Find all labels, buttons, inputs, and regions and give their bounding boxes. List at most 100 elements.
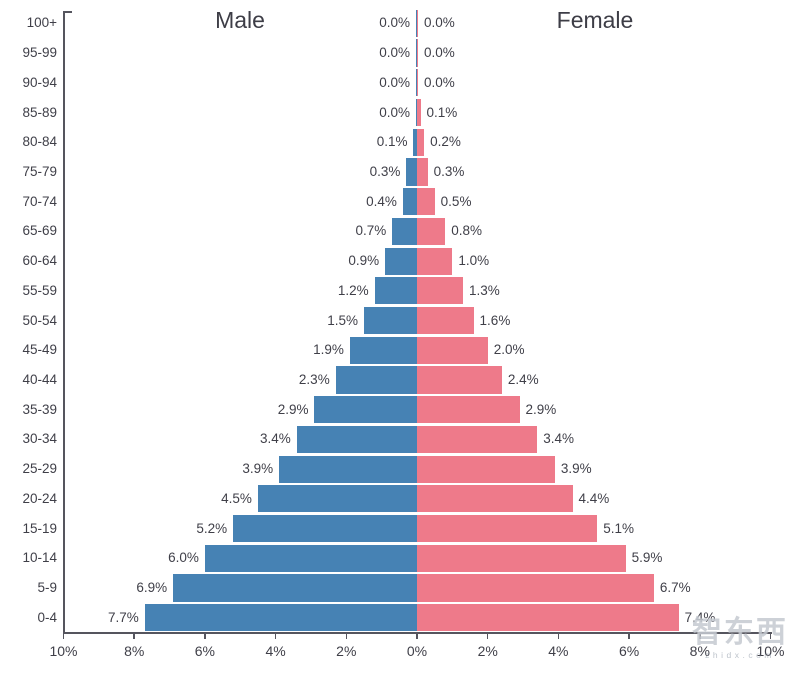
male-bar <box>233 515 417 543</box>
female-value-label: 3.9% <box>560 461 592 477</box>
female-bar <box>417 604 679 632</box>
age-group-label: 100+ <box>26 15 57 31</box>
age-group-label: 25-29 <box>22 461 57 477</box>
female-bar <box>417 158 428 186</box>
age-group-label: 45-49 <box>22 342 57 358</box>
female-bar <box>417 217 446 245</box>
y-axis-line <box>63 11 65 633</box>
female-value-label: 4.4% <box>578 490 610 506</box>
x-axis-tick <box>274 633 277 639</box>
x-axis-tick-label: 6% <box>194 643 215 659</box>
male-value-label: 1.5% <box>327 312 358 328</box>
x-axis-tick <box>769 633 772 639</box>
female-bar <box>417 574 654 602</box>
age-group-label: 30-34 <box>22 431 57 447</box>
female-bar <box>417 515 598 543</box>
female-bar <box>417 277 463 305</box>
female-value-label: 5.1% <box>603 520 635 536</box>
female-bar <box>417 396 520 424</box>
female-bar <box>417 39 418 67</box>
x-axis-line <box>63 632 772 634</box>
female-value-label: 5.9% <box>631 550 663 566</box>
age-group-label: 60-64 <box>22 253 57 269</box>
male-value-label: 1.2% <box>337 282 369 298</box>
female-bar <box>417 306 474 335</box>
male-bar <box>349 336 417 364</box>
x-axis-tick-label: 4% <box>548 643 569 659</box>
male-bar <box>257 485 417 513</box>
female-bar <box>417 366 502 394</box>
male-value-label: 5.2% <box>196 520 228 536</box>
female-value-label: 0.0% <box>424 74 455 90</box>
female-value-label: 2.0% <box>493 342 525 358</box>
female-value-label: 2.4% <box>507 372 539 387</box>
male-bar <box>363 306 417 335</box>
male-value-label: 1.9% <box>313 342 344 358</box>
male-bar <box>204 544 417 572</box>
female-bar <box>417 247 453 275</box>
male-value-label: 3.4% <box>260 431 291 447</box>
male-value-label: 0.0% <box>379 15 410 31</box>
x-axis-tick <box>557 633 560 639</box>
male-bar <box>416 69 417 97</box>
male-value-label: 0.1% <box>376 134 408 150</box>
x-axis-tick-label: 6% <box>618 643 640 659</box>
age-group-label: 75-79 <box>22 163 57 179</box>
age-group-label: 90-94 <box>22 74 57 90</box>
age-group-label: 50-54 <box>22 312 57 328</box>
female-value-label: 1.0% <box>458 253 490 269</box>
female-value-label: 0.2% <box>430 134 461 150</box>
male-value-label: 0.7% <box>355 223 387 239</box>
x-axis-tick <box>204 633 206 639</box>
male-bar <box>335 366 417 394</box>
age-group-label: 70-74 <box>22 193 57 209</box>
female-value-label: 0.5% <box>440 193 472 209</box>
age-group-label: 65-69 <box>22 223 57 239</box>
male-value-label: 3.9% <box>242 461 274 477</box>
female-bar <box>417 98 421 127</box>
age-group-label: 95-99 <box>22 45 57 61</box>
male-value-label: 0.0% <box>379 74 410 90</box>
female-value-label: 0.8% <box>451 223 483 239</box>
female-side-title: Female <box>556 7 634 33</box>
male-bar <box>416 39 417 67</box>
x-axis-tick-label: 2% <box>477 643 498 659</box>
male-bar <box>416 9 417 37</box>
male-side-title: Male <box>215 7 265 33</box>
male-value-label: 4.5% <box>221 490 252 506</box>
male-bar <box>173 574 417 602</box>
male-bar <box>385 247 417 275</box>
female-value-label: 2.9% <box>525 401 557 417</box>
female-value-label: 3.4% <box>543 431 574 447</box>
x-axis-tick <box>699 633 701 639</box>
male-bar <box>406 158 417 186</box>
male-value-label: 6.0% <box>168 550 199 566</box>
male-value-label: 0.0% <box>379 45 410 61</box>
female-value-label: 1.3% <box>468 282 500 298</box>
male-value-label: 0.0% <box>379 104 410 120</box>
age-group-label: 40-44 <box>22 372 57 387</box>
x-axis-tick <box>345 633 348 639</box>
female-bar <box>417 9 418 37</box>
male-bar <box>416 98 417 127</box>
male-bar <box>374 277 417 305</box>
male-bar <box>392 217 417 245</box>
male-value-label: 7.7% <box>108 609 139 625</box>
female-bar <box>417 128 425 156</box>
male-bar <box>296 425 417 454</box>
male-value-label: 2.3% <box>298 372 330 387</box>
x-axis-tick-label: 4% <box>265 643 286 659</box>
female-bar <box>417 188 435 216</box>
x-axis-tick-label: 2% <box>336 643 357 659</box>
age-group-label: 5-9 <box>37 580 57 596</box>
x-axis-tick <box>62 633 65 639</box>
male-value-label: 2.9% <box>277 401 309 417</box>
age-group-label: 20-24 <box>22 490 57 506</box>
male-bar <box>279 455 417 483</box>
x-axis-tick <box>486 633 489 639</box>
age-group-label: 85-89 <box>22 104 57 120</box>
male-value-label: 0.3% <box>369 163 401 179</box>
age-group-label: 0-4 <box>37 609 57 625</box>
male-bar <box>144 604 417 632</box>
